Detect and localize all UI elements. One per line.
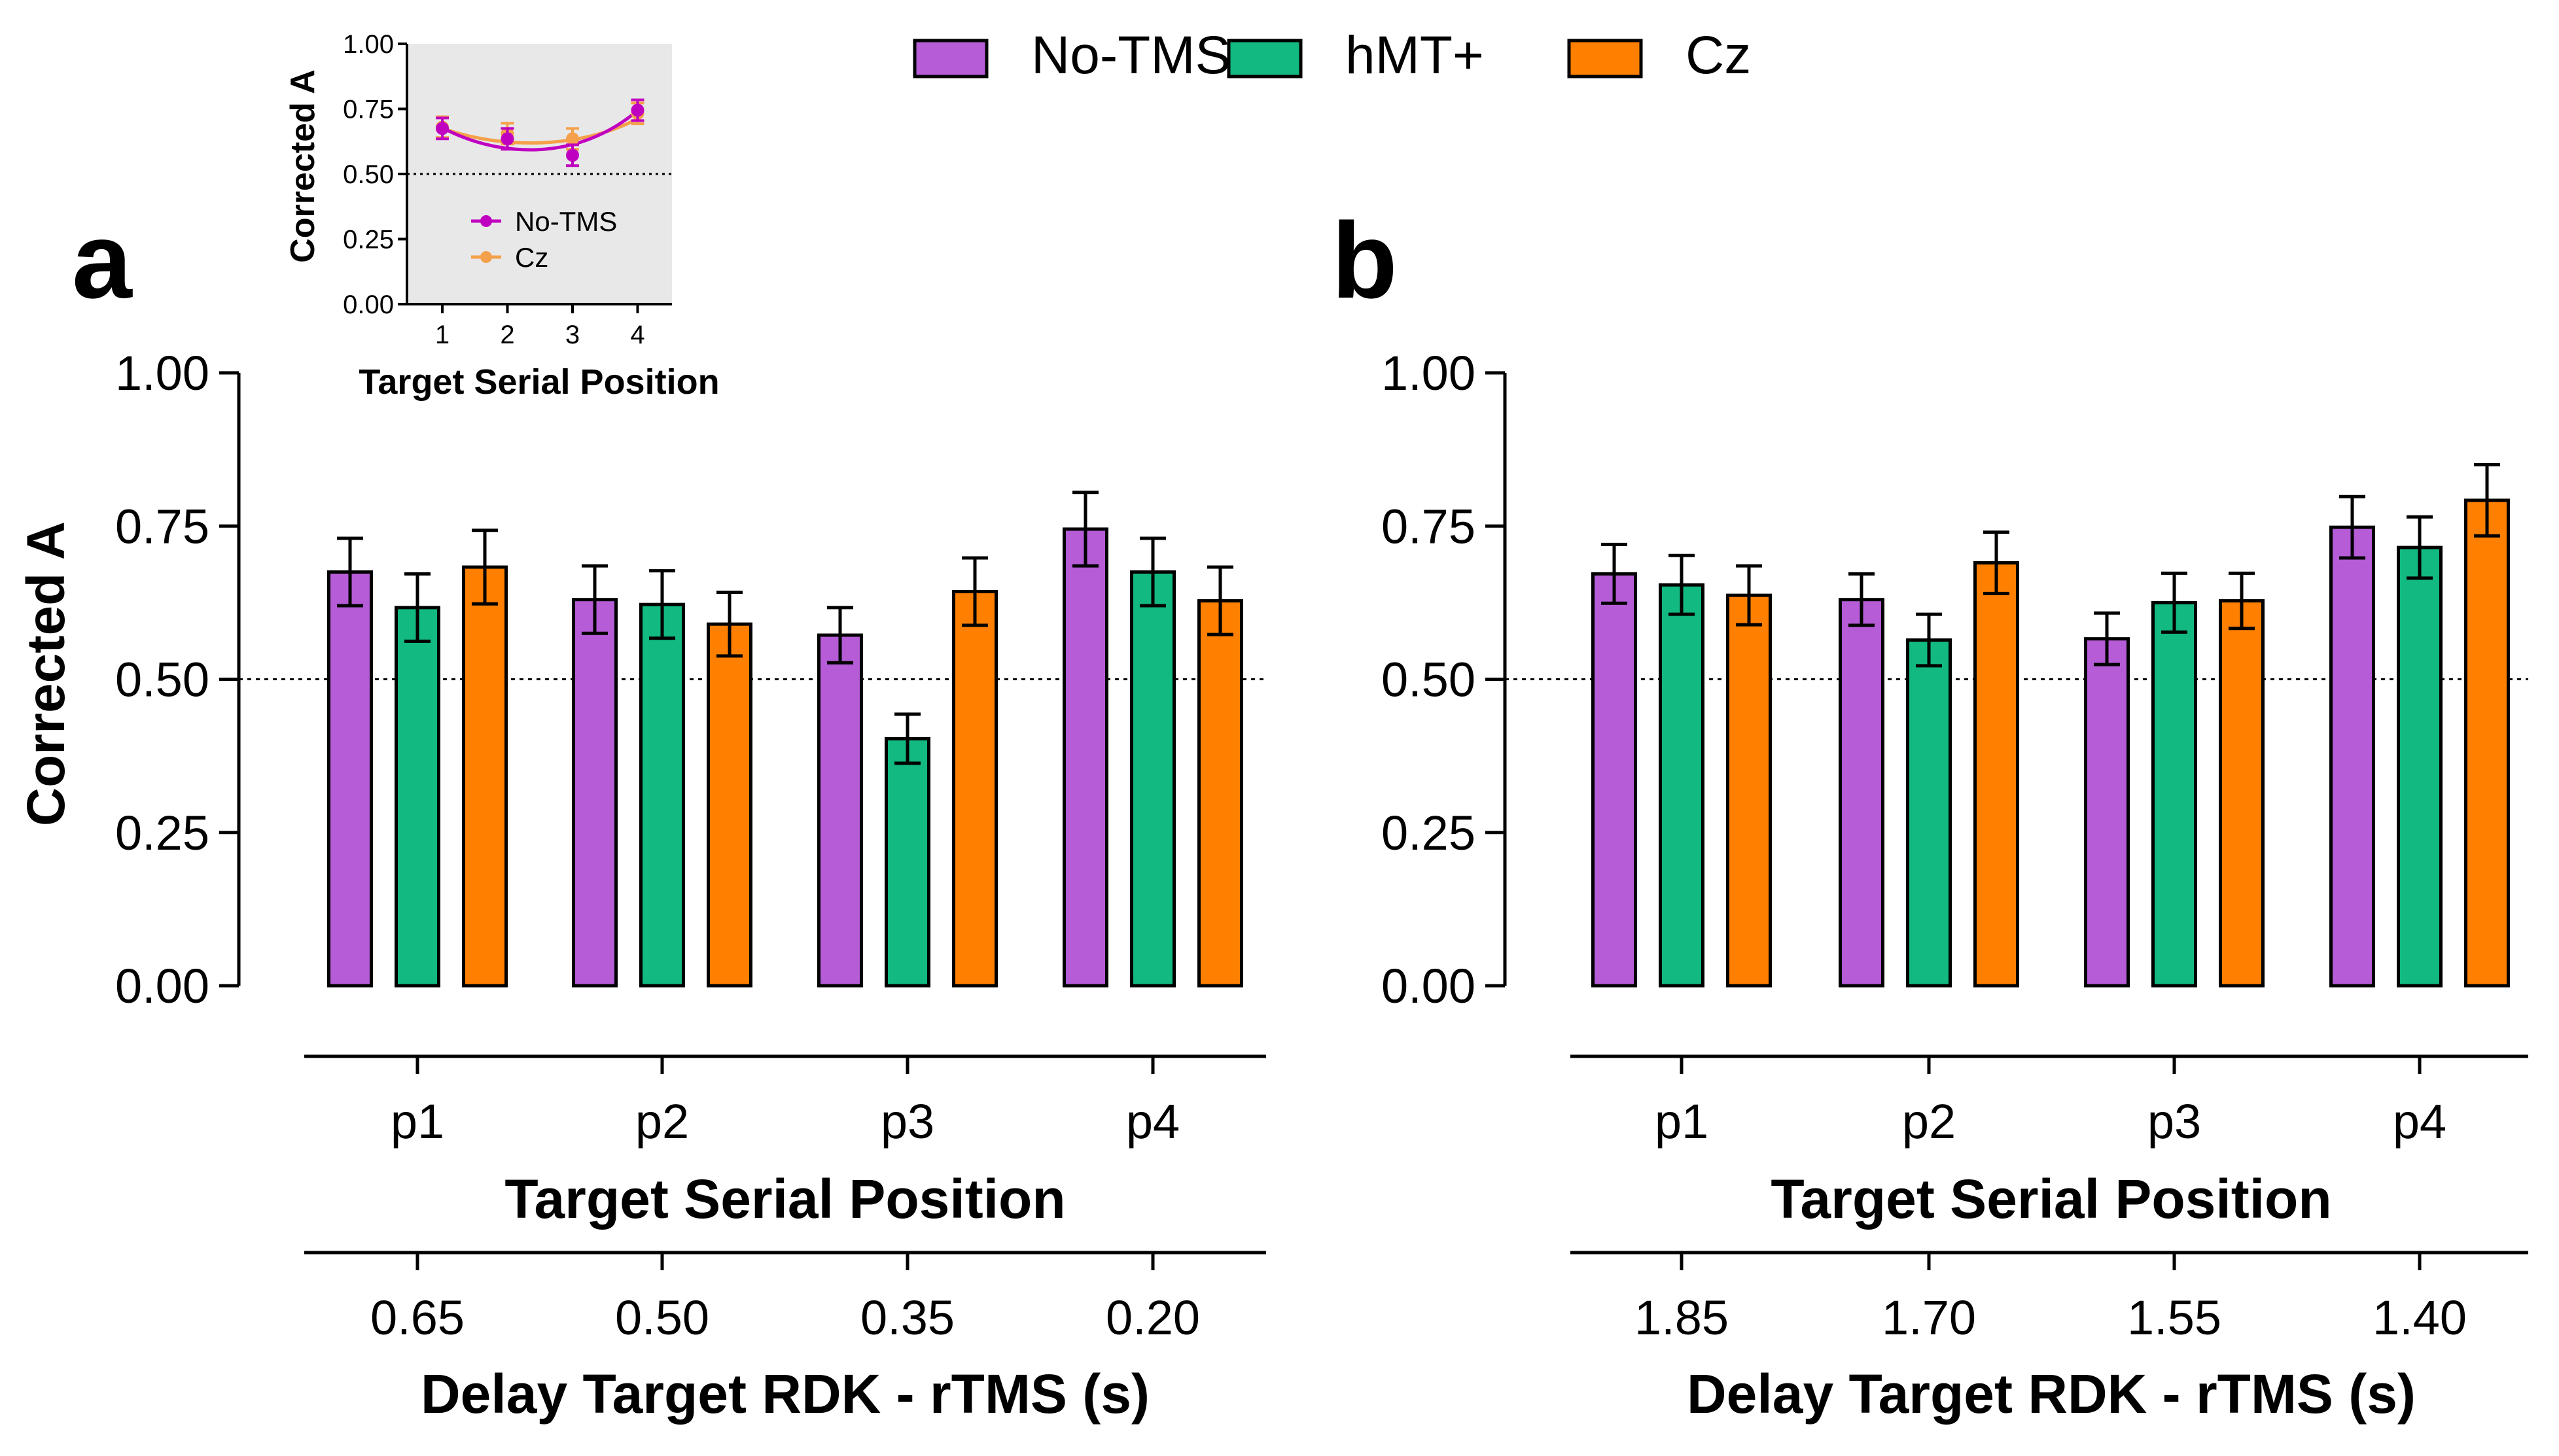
bar-p3-No-TMS xyxy=(817,633,863,988)
x-tick-label: p1 xyxy=(1655,1094,1708,1149)
inset-point-No-TMS xyxy=(566,148,579,162)
x-axis-title: Target Serial Position xyxy=(1771,1168,2331,1230)
panel-a: 0.00 0.25 0.50 0.75 1.00 p1 p2 p3 p4 Target Seria… xyxy=(115,346,1266,1425)
y-tick-label: 0.00 xyxy=(115,959,209,1013)
inset-y-tick-label: 1.00 xyxy=(343,30,394,59)
bar-p4-No-TMS xyxy=(1063,527,1108,988)
bar-p3-No-TMS xyxy=(2084,637,2130,988)
secondary-x-axis-title: Delay Target RDK - rTMS (s) xyxy=(1687,1363,2416,1425)
inset-fit-curve-No-TMS xyxy=(441,109,639,152)
inset-y-tick-label: 0.25 xyxy=(343,226,394,254)
bar-p3-hMT+ xyxy=(2151,600,2197,988)
x-tick-label: p4 xyxy=(1126,1094,1180,1149)
bar-p4-No-TMS xyxy=(2329,525,2375,988)
x-tick-label: p3 xyxy=(2147,1094,2201,1149)
panel-label-b: b xyxy=(1332,200,1398,321)
bar-p4-Cz xyxy=(2464,498,2510,988)
bar-p2-Cz xyxy=(1973,561,2019,988)
y-tick-label: 0.00 xyxy=(1381,959,1475,1013)
bar-p1-Cz xyxy=(462,565,508,988)
secondary-x-tick-label: 1.55 xyxy=(2127,1291,2221,1345)
x-tick-label: p4 xyxy=(2393,1094,2446,1149)
y-axis-title-a: Corrected A xyxy=(16,521,76,826)
legend-swatch-2 xyxy=(1567,39,1643,78)
legend-label-2: Cz xyxy=(1685,26,1751,85)
x-axis-title: Target Serial Position xyxy=(504,1168,1065,1230)
bar-p2-No-TMS xyxy=(1839,598,1884,988)
bar-p2-Cz xyxy=(707,622,752,988)
bar-p4-Cz xyxy=(1197,599,1243,988)
bar-p1-No-TMS xyxy=(1591,572,1637,988)
y-tick-label: 0.75 xyxy=(115,499,209,553)
secondary-x-tick-label: 1.40 xyxy=(2373,1291,2467,1345)
inset-point-No-TMS xyxy=(631,103,644,117)
bar-p2-No-TMS xyxy=(572,598,618,988)
secondary-x-tick-label: 0.50 xyxy=(615,1291,709,1345)
legend-swatch-1 xyxy=(1227,39,1303,78)
bar-p4-hMT+ xyxy=(2397,546,2443,988)
bar-p3-Cz xyxy=(2219,599,2265,988)
y-tick-label: 0.25 xyxy=(115,806,209,860)
legend-swatch-0 xyxy=(913,39,989,78)
panel-b: 0.00 0.25 0.50 0.75 1.00 p1 p2 p3 p4 Target Seria… xyxy=(1381,346,2528,1425)
legend-label-0: No-TMS xyxy=(1031,26,1231,85)
inset-y-axis-title: Corrected A xyxy=(284,69,322,263)
inset-y-tick-label: 0.00 xyxy=(343,290,394,319)
y-tick-label: 1.00 xyxy=(1381,346,1475,400)
bar-p3-hMT+ xyxy=(885,737,930,988)
inset-chart: 0.00 0.25 0.50 0.75 1.00 1 2 3 4 No-TMS Cz Correcte… xyxy=(284,30,720,402)
inset-point-Cz xyxy=(566,132,579,146)
bar-p1-hMT+ xyxy=(395,606,440,988)
secondary-x-axis-title: Delay Target RDK - rTMS (s) xyxy=(421,1363,1150,1425)
x-tick-label: p2 xyxy=(1902,1094,1956,1149)
panel-label-a: a xyxy=(72,200,133,321)
secondary-x-tick-label: 1.85 xyxy=(1634,1291,1729,1345)
legend: No-TMS hMT+ Cz xyxy=(913,26,1751,85)
secondary-x-tick-label: 1.70 xyxy=(1882,1291,1976,1345)
inset-x-tick-label: 1 xyxy=(435,321,450,349)
inset-x-axis-title: Target Serial Position xyxy=(359,362,719,402)
inset-legend-label: Cz xyxy=(515,242,548,273)
secondary-x-tick-label: 0.35 xyxy=(860,1291,955,1345)
x-tick-label: p2 xyxy=(635,1094,689,1149)
bar-p1-No-TMS xyxy=(327,570,373,988)
inset-legend-marker xyxy=(480,215,492,227)
bar-p2-hMT+ xyxy=(639,602,685,988)
y-tick-label: 0.50 xyxy=(115,653,209,707)
inset-legend-label: No-TMS xyxy=(515,206,617,237)
y-tick-label: 0.75 xyxy=(1381,499,1475,553)
bar-p2-hMT+ xyxy=(1906,638,1952,988)
bar-p1-Cz xyxy=(1726,593,1772,988)
bar-p4-hMT+ xyxy=(1130,570,1176,988)
inset-y-tick-label: 0.50 xyxy=(343,160,394,189)
y-tick-label: 0.50 xyxy=(1381,653,1475,707)
inset-legend-marker xyxy=(480,251,492,263)
inset-point-No-TMS xyxy=(436,122,449,135)
inset-x-tick-label: 2 xyxy=(500,321,514,349)
bar-p1-hMT+ xyxy=(1659,583,1704,988)
y-tick-label: 0.25 xyxy=(1381,806,1475,860)
bar-p3-Cz xyxy=(952,590,998,988)
secondary-x-tick-label: 0.20 xyxy=(1106,1291,1200,1345)
inset-y-tick-label: 0.75 xyxy=(343,95,394,124)
y-tick-label: 1.00 xyxy=(115,346,209,400)
inset-x-tick-label: 3 xyxy=(565,321,580,349)
inset-point-No-TMS xyxy=(501,132,514,146)
inset-x-tick-label: 4 xyxy=(630,321,644,349)
secondary-x-tick-label: 0.65 xyxy=(370,1291,465,1345)
x-tick-label: p3 xyxy=(881,1094,934,1149)
legend-label-1: hMT+ xyxy=(1345,26,1484,85)
x-tick-label: p1 xyxy=(391,1094,444,1149)
